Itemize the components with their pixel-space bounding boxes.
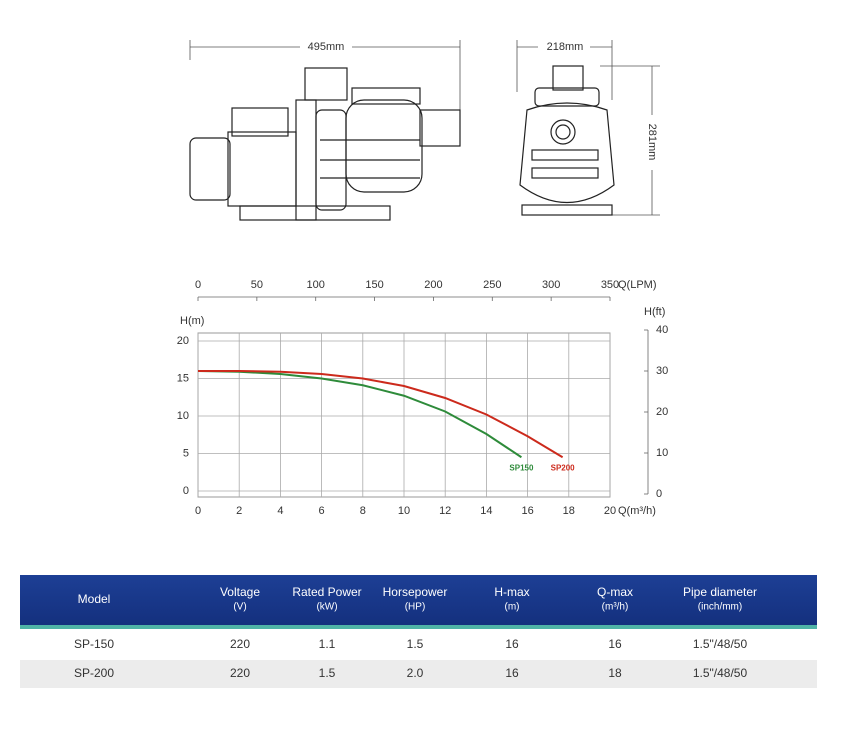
x-tick-label: 4 <box>277 505 283 517</box>
y-tick-label: 15 <box>177 372 189 384</box>
x2-tick-label: 350 <box>601 279 619 291</box>
column-title: Rated Power <box>292 585 361 599</box>
header-band <box>20 575 817 625</box>
pump-side-view: 495mm <box>189 40 461 221</box>
column-title: Q-max <box>597 585 633 599</box>
curve-label: SP200 <box>551 463 576 472</box>
table-cell: 1.1 <box>319 637 336 651</box>
y-tick-label: 0 <box>183 485 189 497</box>
x2-tick-label: 300 <box>542 279 560 291</box>
x-tick-label: 18 <box>563 505 575 517</box>
depth-dimension: 218mm <box>547 41 584 53</box>
table-cell: 220 <box>230 666 250 680</box>
x-tick-label: 8 <box>360 505 366 517</box>
curve <box>197 370 522 459</box>
x-tick-label: 6 <box>319 505 325 517</box>
table-cell: 2.0 <box>407 666 424 680</box>
y-tick-label: 20 <box>177 335 189 347</box>
y-tick-label: 10 <box>177 410 189 422</box>
x2-tick-label: 150 <box>365 279 383 291</box>
table-cell: 1.5"/48/50 <box>693 666 748 680</box>
y-axis-title: H(m) <box>180 315 204 327</box>
table-cell: 16 <box>505 637 519 651</box>
width-dimension: 495mm <box>308 41 345 53</box>
x-tick-label: 14 <box>480 505 492 517</box>
x-tick-label: 16 <box>521 505 533 517</box>
curve-label: SP150 <box>509 463 534 472</box>
column-title: H-max <box>494 585 529 599</box>
column-unit: (m³/h) <box>602 602 629 613</box>
x-tick-label: 0 <box>195 505 201 517</box>
x2-tick-label: 100 <box>307 279 325 291</box>
y2-tick-label: 0 <box>656 488 662 500</box>
column-title: Voltage <box>220 585 260 599</box>
column-title: Model <box>78 592 111 606</box>
x-tick-label: 12 <box>439 505 451 517</box>
y2-tick-label: 40 <box>656 324 668 336</box>
table-cell: SP-150 <box>74 637 114 651</box>
column-unit: (V) <box>233 602 246 613</box>
column-unit: (m) <box>505 602 520 613</box>
x-axis-title: Q(m³/h) <box>618 505 656 517</box>
table-cell: 16 <box>505 666 519 680</box>
spec-table: Model Voltage (V) Rated Power (kW) Horsepower… <box>20 575 817 688</box>
column-unit: (kW) <box>316 602 337 613</box>
y-tick-label: 5 <box>183 447 189 459</box>
y2-axis-title: H(ft) <box>644 306 665 318</box>
x2-tick-label: 250 <box>483 279 501 291</box>
y2-tick-label: 10 <box>656 447 668 459</box>
header-stripe <box>20 625 817 629</box>
column-unit: (inch/mm) <box>698 602 742 613</box>
x2-tick-label: 50 <box>251 279 263 291</box>
column-title: Horsepower <box>383 585 448 599</box>
table-cell: 1.5 <box>319 666 336 680</box>
column-title: Pipe diameter <box>683 585 757 599</box>
pump-front-view: 218mm 281mm <box>516 40 660 216</box>
table-cell: 220 <box>230 637 250 651</box>
row-background <box>20 660 817 688</box>
column-unit: (HP) <box>405 602 426 613</box>
x-tick-label: 20 <box>604 505 616 517</box>
table-cell: SP-200 <box>74 666 114 680</box>
table-cell: 1.5 <box>407 637 424 651</box>
y2-tick-label: 20 <box>656 406 668 418</box>
x2-tick-label: 0 <box>195 279 201 291</box>
x2-axis-title: Q(LPM) <box>618 279 657 291</box>
x-tick-label: 10 <box>398 505 410 517</box>
x2-tick-label: 200 <box>424 279 442 291</box>
table-cell: 1.5"/48/50 <box>693 637 748 651</box>
curve <box>198 370 564 459</box>
table-cell: 18 <box>608 666 622 680</box>
table-cell: 16 <box>608 637 622 651</box>
x-tick-label: 2 <box>236 505 242 517</box>
y2-tick-label: 30 <box>656 365 668 377</box>
height-dimension: 281mm <box>646 124 658 161</box>
